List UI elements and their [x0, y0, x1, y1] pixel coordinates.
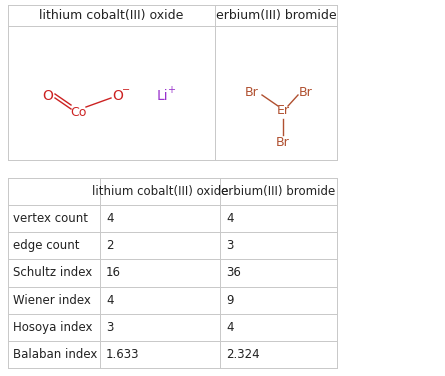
Text: 2.324: 2.324 [226, 348, 259, 361]
Text: vertex count: vertex count [13, 212, 88, 225]
Text: 16: 16 [106, 267, 121, 279]
Text: edge count: edge count [13, 240, 80, 252]
Text: 4: 4 [226, 212, 234, 225]
Text: 9: 9 [226, 294, 234, 307]
Text: Schultz index: Schultz index [13, 267, 92, 279]
Text: O: O [43, 89, 53, 103]
Text: 4: 4 [226, 321, 234, 334]
Text: lithium cobalt(III) oxide: lithium cobalt(III) oxide [39, 9, 184, 22]
Text: lithium cobalt(III) oxide: lithium cobalt(III) oxide [92, 185, 228, 198]
Text: 4: 4 [106, 212, 113, 225]
Text: O: O [113, 89, 123, 103]
Text: 2: 2 [106, 240, 113, 252]
Text: 3: 3 [226, 240, 233, 252]
Text: 36: 36 [226, 267, 241, 279]
Text: Br: Br [299, 85, 313, 99]
Text: 1.633: 1.633 [106, 348, 139, 361]
Text: −: − [122, 85, 130, 95]
Text: Co: Co [70, 106, 86, 118]
Text: Br: Br [276, 136, 290, 150]
Text: Br: Br [245, 85, 259, 99]
Text: Wiener index: Wiener index [13, 294, 91, 307]
Text: Li: Li [156, 89, 168, 103]
Text: 4: 4 [106, 294, 113, 307]
Text: Balaban index: Balaban index [13, 348, 97, 361]
Text: Er: Er [276, 105, 290, 117]
Text: Hosoya index: Hosoya index [13, 321, 93, 334]
Text: 3: 3 [106, 321, 113, 334]
Text: erbium(III) bromide: erbium(III) bromide [216, 9, 336, 22]
Text: +: + [167, 85, 175, 95]
Text: erbium(III) bromide: erbium(III) bromide [221, 185, 336, 198]
